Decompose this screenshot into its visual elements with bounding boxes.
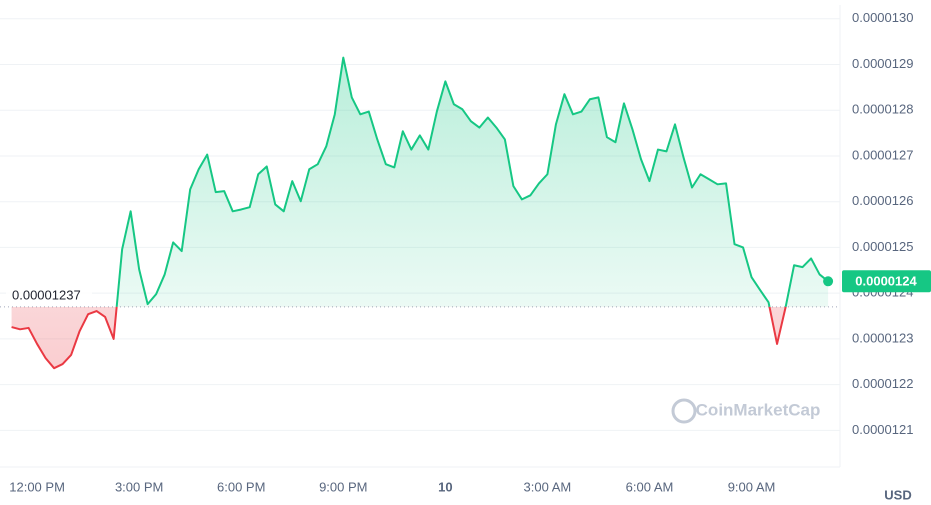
last-price-label: 0.0000124: [855, 274, 917, 289]
y-tick-label: 0.0000122: [852, 376, 913, 391]
currency-label: USD: [884, 487, 911, 502]
x-tick-label: 6:00 PM: [217, 479, 265, 494]
x-tick-label: 6:00 AM: [626, 479, 674, 494]
y-tick-label: 0.0000130: [852, 10, 913, 25]
baseline-label: 0.00001237: [12, 287, 81, 302]
area-up: [11, 57, 829, 307]
y-tick-label: 0.0000127: [852, 147, 913, 162]
y-tick-label: 0.0000123: [852, 330, 913, 345]
price-line-up: [115, 56, 829, 307]
baseline-label-bg: [6, 286, 92, 305]
x-tick-label: 12:00 PM: [9, 479, 65, 494]
x-tick-label: 9:00 AM: [728, 479, 776, 494]
y-tick-label: 0.0000129: [852, 56, 913, 71]
y-tick-label: 0.0000126: [852, 193, 913, 208]
x-tick-label: 3:00 PM: [115, 479, 163, 494]
x-tick-label: 9:00 PM: [319, 479, 367, 494]
x-tick-label: 10: [438, 479, 452, 494]
watermark-logo: [671, 398, 697, 424]
watermark: CoinMarketCap: [696, 400, 821, 419]
x-tick-label: 3:00 AM: [524, 479, 572, 494]
last-price-dot: [823, 276, 834, 287]
y-tick-label: 0.0000121: [852, 422, 913, 437]
last-price-badge: [842, 270, 931, 293]
y-tick-label: 0.0000125: [852, 239, 913, 254]
y-tick-label: 0.0000128: [852, 102, 913, 117]
